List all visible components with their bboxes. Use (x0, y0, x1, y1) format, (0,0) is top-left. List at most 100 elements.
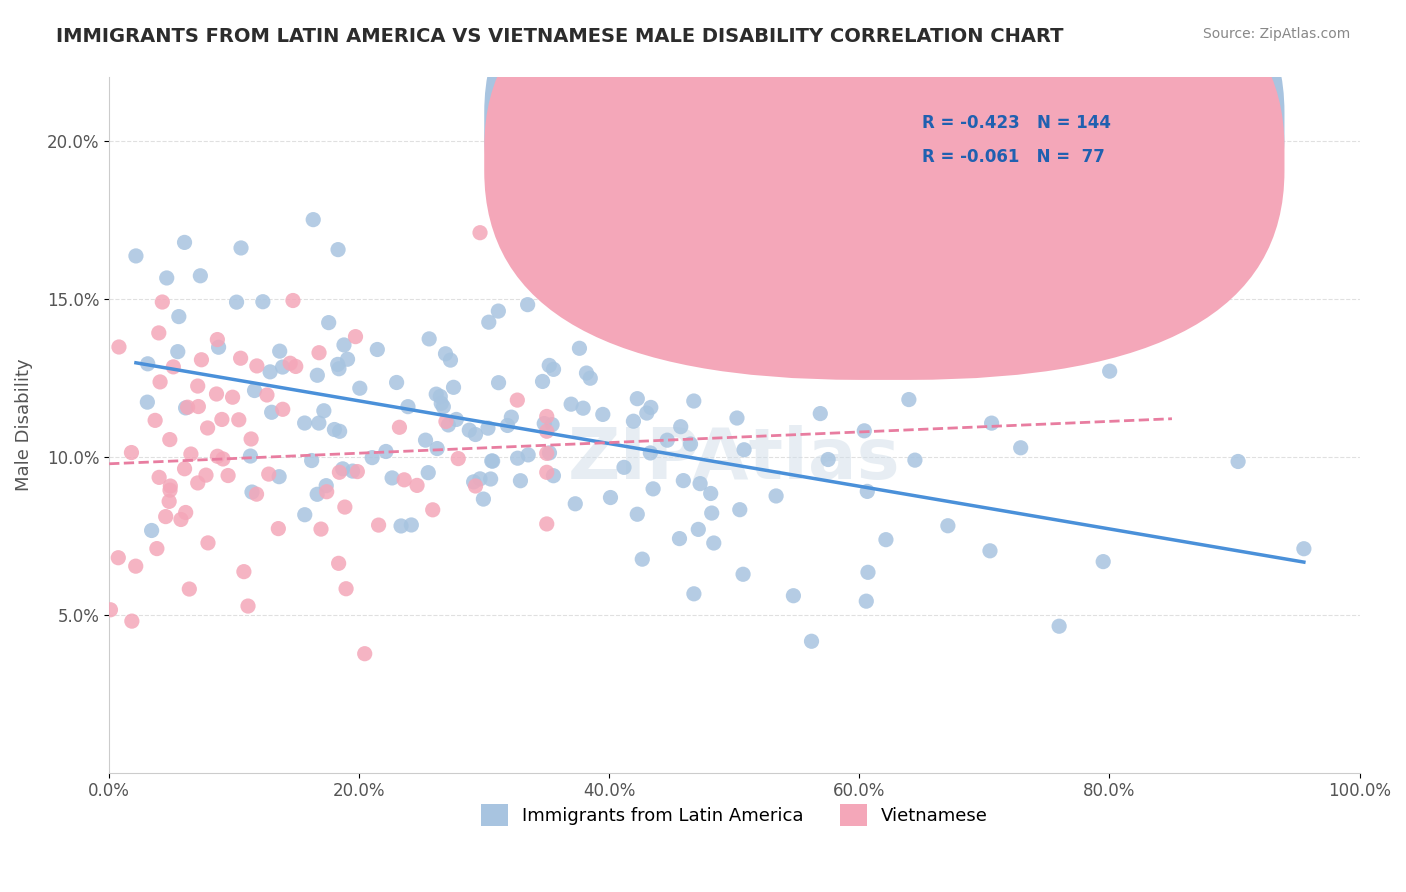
Point (307, 487, 329, 501)
Point (328, 465, 350, 479)
Point (232, 565, 254, 579)
Point (506, 393, 529, 408)
Point (501, 410, 523, 425)
Point (269, 469, 291, 483)
Point (246, 359, 269, 373)
Point (724, 284, 747, 298)
Point (733, 442, 755, 457)
Point (228, 413, 250, 427)
Point (333, 500, 356, 514)
Point (141, 524, 163, 538)
Point (366, 343, 388, 357)
Point (733, 567, 755, 582)
Point (904, 453, 927, 467)
Point (162, 359, 184, 374)
Point (107, 550, 129, 565)
Point (477, 421, 499, 435)
Point (536, 446, 558, 460)
Point (150, 295, 173, 310)
Point (271, 402, 294, 417)
Point (212, 452, 235, 467)
Point (488, 376, 510, 390)
Point (217, 468, 239, 483)
Point (187, 400, 209, 414)
Text: R = -0.423   N = 144: R = -0.423 N = 144 (922, 113, 1111, 132)
Point (294, 508, 316, 522)
Point (148, 470, 170, 484)
Point (468, 472, 491, 486)
Point (389, 519, 412, 533)
Point (159, 483, 181, 497)
Point (301, 453, 323, 467)
Point (240, 485, 263, 500)
Text: ZIPAtlas: ZIPAtlas (568, 425, 901, 494)
Point (853, 424, 876, 438)
Point (294, 416, 316, 430)
Point (725, 411, 748, 425)
Point (308, 345, 330, 359)
Point (434, 415, 457, 429)
Point (148, 326, 170, 340)
Point (426, 442, 449, 456)
Point (406, 478, 429, 492)
Point (125, 559, 148, 574)
Text: IMMIGRANTS FROM LATIN AMERICA VS VIETNAMESE MALE DISABILITY CORRELATION CHART: IMMIGRANTS FROM LATIN AMERICA VS VIETNAM… (56, 27, 1064, 45)
Point (422, 503, 444, 517)
Point (669, 419, 692, 434)
Point (486, 304, 509, 318)
Point (437, 417, 460, 432)
Point (458, 423, 481, 437)
Point (668, 532, 690, 546)
Point (875, 533, 897, 547)
Point (335, 582, 357, 596)
Point (579, 371, 602, 385)
Point (688, 522, 710, 536)
Point (682, 394, 704, 409)
Point (1092, 555, 1115, 569)
Point (312, 403, 335, 417)
Point (575, 366, 598, 380)
Point (643, 482, 665, 496)
Point (672, 474, 695, 488)
Point (349, 381, 371, 395)
Point (800, 634, 823, 648)
Point (560, 397, 582, 411)
Point (657, 433, 679, 447)
Point (173, 235, 195, 250)
Point (808, 407, 831, 421)
Point (315, 484, 337, 499)
Point (855, 594, 877, 608)
Point (197, 421, 219, 435)
Point (333, 338, 356, 352)
Point (439, 353, 461, 368)
Point (329, 425, 352, 439)
Point (229, 241, 252, 255)
Point (381, 471, 404, 485)
Point (159, 479, 181, 493)
Point (817, 452, 839, 467)
Legend: Immigrants from Latin America, Vietnamese: Immigrants from Latin America, Vietnames… (474, 797, 995, 833)
Point (252, 294, 274, 309)
Point (640, 401, 662, 415)
Point (447, 451, 470, 466)
Point (415, 433, 437, 447)
Point (195, 468, 218, 483)
Point (240, 432, 263, 446)
Point (302, 212, 325, 227)
Point (936, 518, 959, 533)
Point (1010, 441, 1032, 455)
Point (229, 351, 252, 366)
Point (782, 589, 804, 603)
Point (188, 268, 211, 283)
Point (468, 226, 491, 240)
Point (1292, 541, 1315, 556)
Point (856, 484, 879, 499)
Point (318, 316, 340, 330)
Point (257, 467, 280, 481)
Point (613, 460, 636, 475)
Point (765, 489, 787, 503)
Point (536, 409, 558, 424)
Point (179, 582, 201, 596)
Point (309, 522, 332, 536)
Point (464, 427, 486, 442)
